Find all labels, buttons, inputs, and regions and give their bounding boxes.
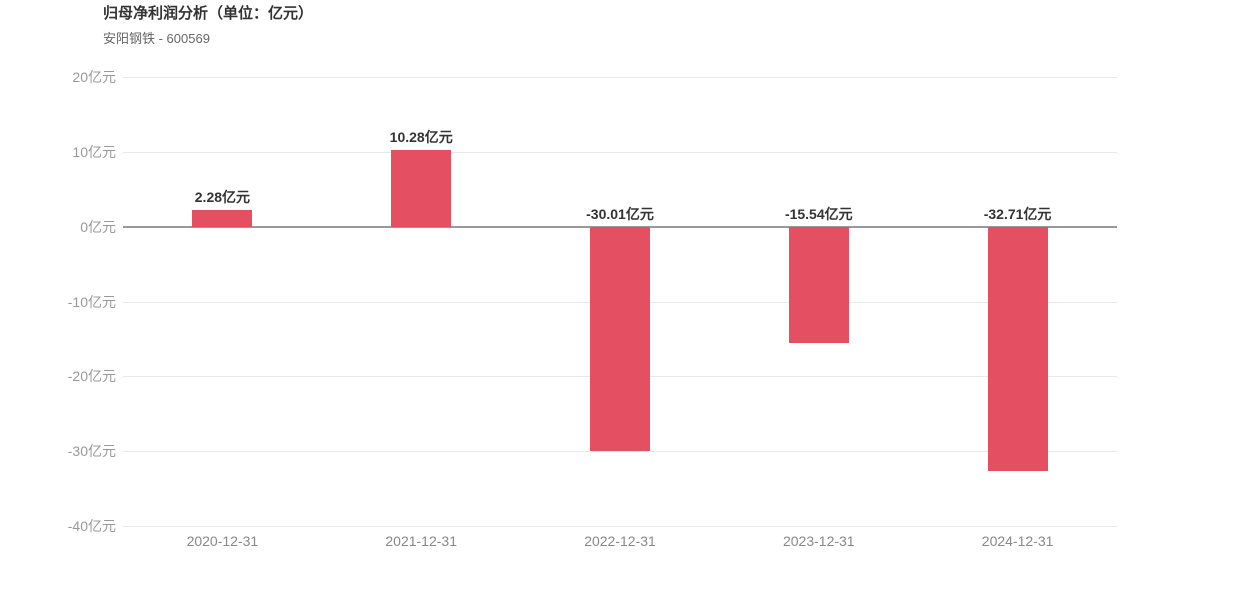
bar[interactable] bbox=[391, 149, 452, 227]
bar[interactable] bbox=[590, 226, 650, 452]
bar-value-label: 2.28亿元 bbox=[194, 188, 251, 205]
gridline bbox=[123, 77, 1117, 78]
y-axis-tick-label: 0亿元 bbox=[80, 218, 116, 235]
y-axis-tick-label: 10亿元 bbox=[72, 143, 116, 160]
x-axis-tick-label: 2024-12-31 bbox=[981, 533, 1054, 549]
x-axis-tick-label: 2023-12-31 bbox=[782, 533, 855, 549]
y-axis-tick-label: -10亿元 bbox=[67, 293, 116, 310]
gridline bbox=[123, 526, 1117, 527]
x-axis-tick-label: 2021-12-31 bbox=[385, 533, 457, 549]
y-axis-tick-label: 20亿元 bbox=[72, 69, 116, 85]
bar[interactable] bbox=[788, 226, 849, 343]
x-axis-tick-label: 2020-12-31 bbox=[186, 533, 259, 549]
y-axis-tick-label: -40亿元 bbox=[67, 518, 116, 534]
bar[interactable] bbox=[192, 209, 253, 227]
x-axis-tick-label: 2022-12-31 bbox=[584, 533, 656, 549]
chart-title: 归母净利润分析（单位：亿元） bbox=[103, 5, 314, 22]
bar-value-label: -30.01亿元 bbox=[586, 205, 654, 222]
bar[interactable] bbox=[987, 226, 1048, 472]
gridline bbox=[123, 151, 1117, 153]
y-axis-tick-label: -30亿元 bbox=[67, 443, 116, 460]
y-axis-tick-label: -20亿元 bbox=[67, 368, 116, 385]
bar-value-label: -32.71亿元 bbox=[983, 205, 1052, 222]
gridline bbox=[123, 451, 1117, 453]
chart-subtitle: 安阳钢铁 - 600569 bbox=[103, 31, 210, 46]
bar-value-label: 10.28亿元 bbox=[389, 128, 453, 145]
bar-value-label: -15.54亿元 bbox=[784, 205, 853, 222]
